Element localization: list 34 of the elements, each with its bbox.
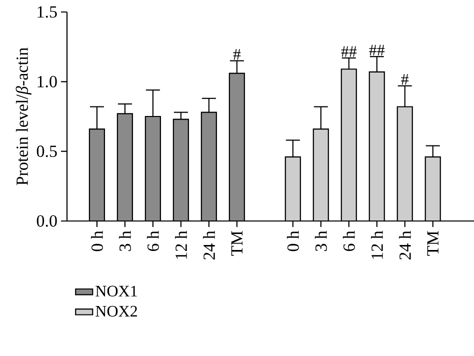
bar — [341, 69, 356, 221]
bar — [89, 129, 104, 221]
x-tick-label: 3 h — [118, 230, 131, 251]
bar — [145, 116, 160, 221]
annotation: ## — [341, 46, 357, 57]
bar — [424, 156, 441, 221]
x-tick-label: 3 h — [314, 230, 327, 251]
bar — [369, 72, 384, 221]
x-tick-label: TM — [231, 231, 242, 256]
bar — [117, 114, 132, 221]
legend-label: NOX2 — [96, 306, 137, 317]
x-tick-label: 6 h — [342, 230, 355, 252]
legend-label: NOX1 — [96, 286, 137, 297]
annotation: # — [233, 49, 241, 60]
bar — [173, 119, 188, 221]
bar — [285, 156, 300, 221]
x-tick-label: TM — [427, 231, 438, 256]
y-tick-label: 0.0 — [36, 215, 57, 227]
x-tick-label: 12 h — [370, 230, 383, 259]
x-tick-label: 6 h — [146, 230, 159, 252]
y-tick-label: 1.5 — [38, 6, 57, 18]
y-tick-label: 1.0 — [38, 76, 57, 88]
annotation: # — [401, 74, 409, 85]
x-tick-label: 24 h — [203, 230, 215, 260]
x-tick-label: 0 h — [286, 230, 299, 252]
x-tick-label: 0 h — [90, 230, 103, 252]
y-tick-label: 0.5 — [36, 146, 57, 158]
bar — [201, 112, 216, 221]
bar — [313, 129, 328, 221]
x-tick-label: 24 h — [398, 230, 411, 260]
annotation: ## — [369, 44, 385, 56]
bar — [397, 106, 412, 221]
x-tick-label: 12 h — [175, 230, 187, 259]
bar — [228, 72, 245, 221]
